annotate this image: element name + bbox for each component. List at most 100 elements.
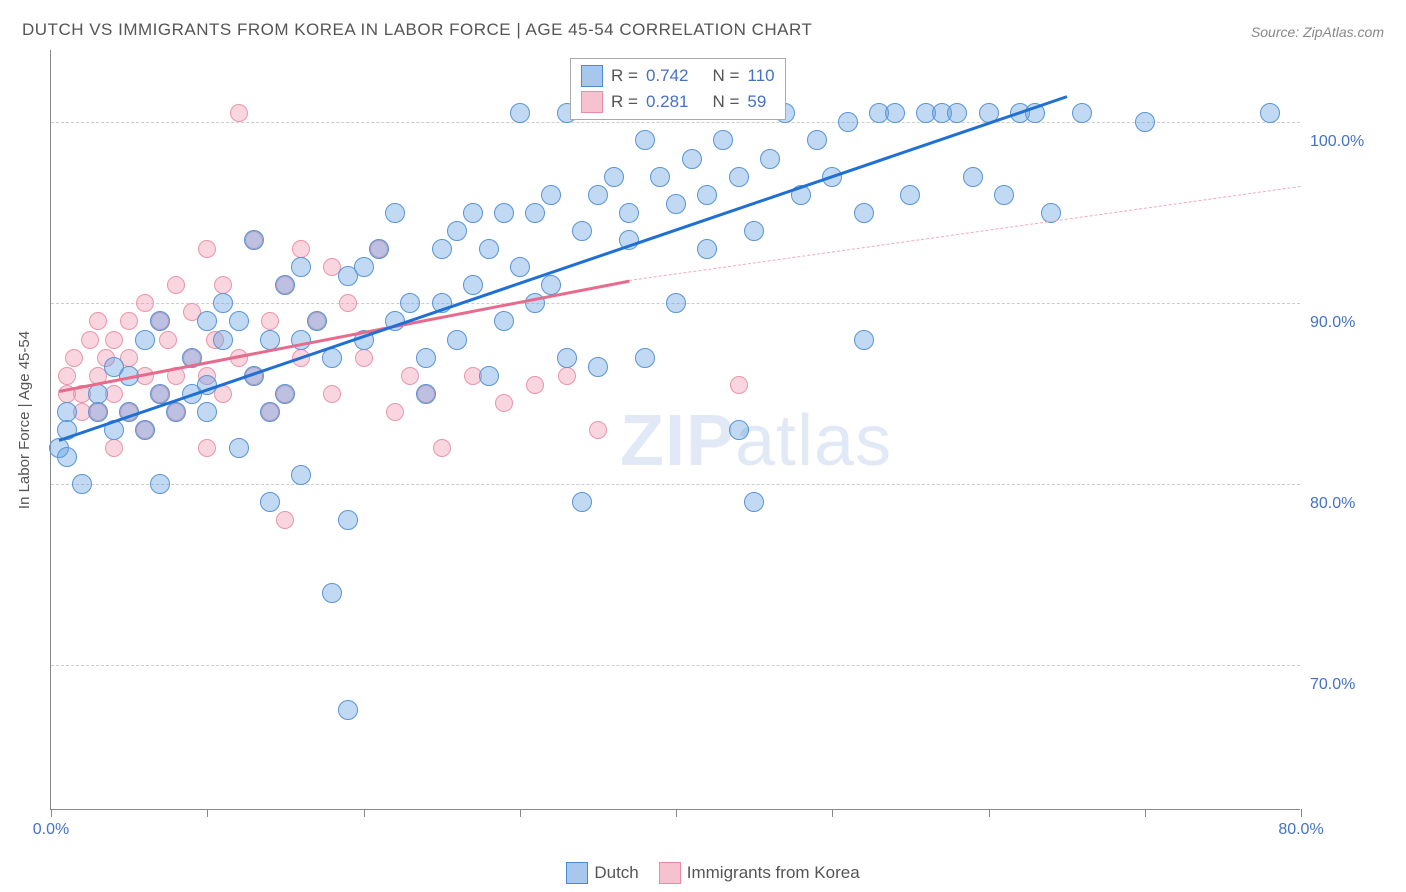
marker-dutch (463, 203, 483, 223)
marker-dutch (588, 357, 608, 377)
marker-korea (198, 439, 216, 457)
marker-dutch (197, 311, 217, 331)
marker-dutch (463, 275, 483, 295)
marker-korea (401, 367, 419, 385)
y-tick-label: 70.0% (1310, 676, 1370, 694)
legend-n-value: 110 (747, 66, 774, 86)
marker-korea (81, 331, 99, 349)
legend-swatch (566, 862, 588, 884)
plot-area: 70.0%80.0%90.0%100.0%0.0%80.0% (50, 50, 1300, 810)
marker-dutch (572, 492, 592, 512)
legend-r-value: 0.281 (646, 92, 689, 112)
marker-korea (105, 331, 123, 349)
trendline-dutch (58, 95, 1067, 442)
gridline-horizontal (51, 122, 1300, 123)
marker-dutch (1260, 103, 1280, 123)
marker-dutch (854, 203, 874, 223)
marker-korea (120, 312, 138, 330)
legend-swatch (659, 862, 681, 884)
marker-dutch (729, 167, 749, 187)
x-tick (1145, 809, 1146, 817)
marker-dutch (57, 402, 77, 422)
marker-dutch (135, 330, 155, 350)
marker-dutch (525, 203, 545, 223)
marker-dutch (1135, 112, 1155, 132)
legend-row: R =0.742N =110 (581, 63, 775, 89)
marker-korea (136, 294, 154, 312)
legend-row: R =0.281N =59 (581, 89, 775, 115)
marker-dutch (760, 149, 780, 169)
marker-korea (159, 331, 177, 349)
marker-korea (386, 403, 404, 421)
marker-dutch (635, 130, 655, 150)
y-tick-label: 90.0% (1310, 314, 1370, 332)
marker-dutch (947, 103, 967, 123)
x-tick (207, 809, 208, 817)
marker-dutch (275, 275, 295, 295)
marker-dutch (447, 330, 467, 350)
marker-dutch (541, 185, 561, 205)
x-tick (989, 809, 990, 817)
legend-series-label: Immigrants from Korea (687, 863, 860, 882)
marker-korea (355, 349, 373, 367)
x-tick-label: 0.0% (33, 821, 69, 839)
marker-dutch (807, 130, 827, 150)
marker-dutch (229, 438, 249, 458)
legend-n-value: 59 (747, 92, 766, 112)
marker-korea (65, 349, 83, 367)
marker-dutch (260, 492, 280, 512)
marker-dutch (291, 465, 311, 485)
y-tick-label: 80.0% (1310, 495, 1370, 513)
marker-dutch (338, 510, 358, 530)
marker-dutch (385, 203, 405, 223)
marker-dutch (635, 348, 655, 368)
marker-dutch (479, 366, 499, 386)
marker-dutch (213, 293, 233, 313)
marker-dutch (744, 492, 764, 512)
marker-korea (339, 294, 357, 312)
marker-dutch (275, 384, 295, 404)
marker-dutch (291, 257, 311, 277)
marker-dutch (416, 348, 436, 368)
marker-dutch (416, 384, 436, 404)
series-legend: DutchImmigrants from Korea (0, 862, 1406, 884)
legend-swatch (581, 91, 603, 113)
legend-r-label: R = (611, 92, 638, 112)
marker-dutch (197, 402, 217, 422)
x-tick (1301, 809, 1302, 817)
marker-dutch (682, 149, 702, 169)
marker-dutch (604, 167, 624, 187)
marker-dutch (354, 257, 374, 277)
gridline-horizontal (51, 665, 1300, 666)
marker-korea (526, 376, 544, 394)
x-tick (832, 809, 833, 817)
marker-dutch (338, 700, 358, 720)
marker-korea (230, 104, 248, 122)
marker-dutch (166, 402, 186, 422)
marker-dutch (510, 257, 530, 277)
marker-korea (214, 276, 232, 294)
x-tick-label: 80.0% (1278, 821, 1323, 839)
marker-dutch (494, 203, 514, 223)
chart-title: DUTCH VS IMMIGRANTS FROM KOREA IN LABOR … (22, 20, 812, 40)
marker-korea (167, 276, 185, 294)
x-tick (51, 809, 52, 817)
marker-dutch (150, 311, 170, 331)
marker-dutch (666, 293, 686, 313)
marker-dutch (88, 402, 108, 422)
legend-r-value: 0.742 (646, 66, 689, 86)
marker-korea (433, 439, 451, 457)
marker-dutch (479, 239, 499, 259)
marker-korea (89, 312, 107, 330)
marker-dutch (666, 194, 686, 214)
marker-dutch (260, 402, 280, 422)
marker-dutch (150, 474, 170, 494)
marker-korea (105, 439, 123, 457)
marker-dutch (963, 167, 983, 187)
source-label: Source: ZipAtlas.com (1251, 24, 1384, 40)
marker-korea (495, 394, 513, 412)
marker-dutch (494, 311, 514, 331)
marker-korea (558, 367, 576, 385)
marker-korea (730, 376, 748, 394)
marker-korea (261, 312, 279, 330)
